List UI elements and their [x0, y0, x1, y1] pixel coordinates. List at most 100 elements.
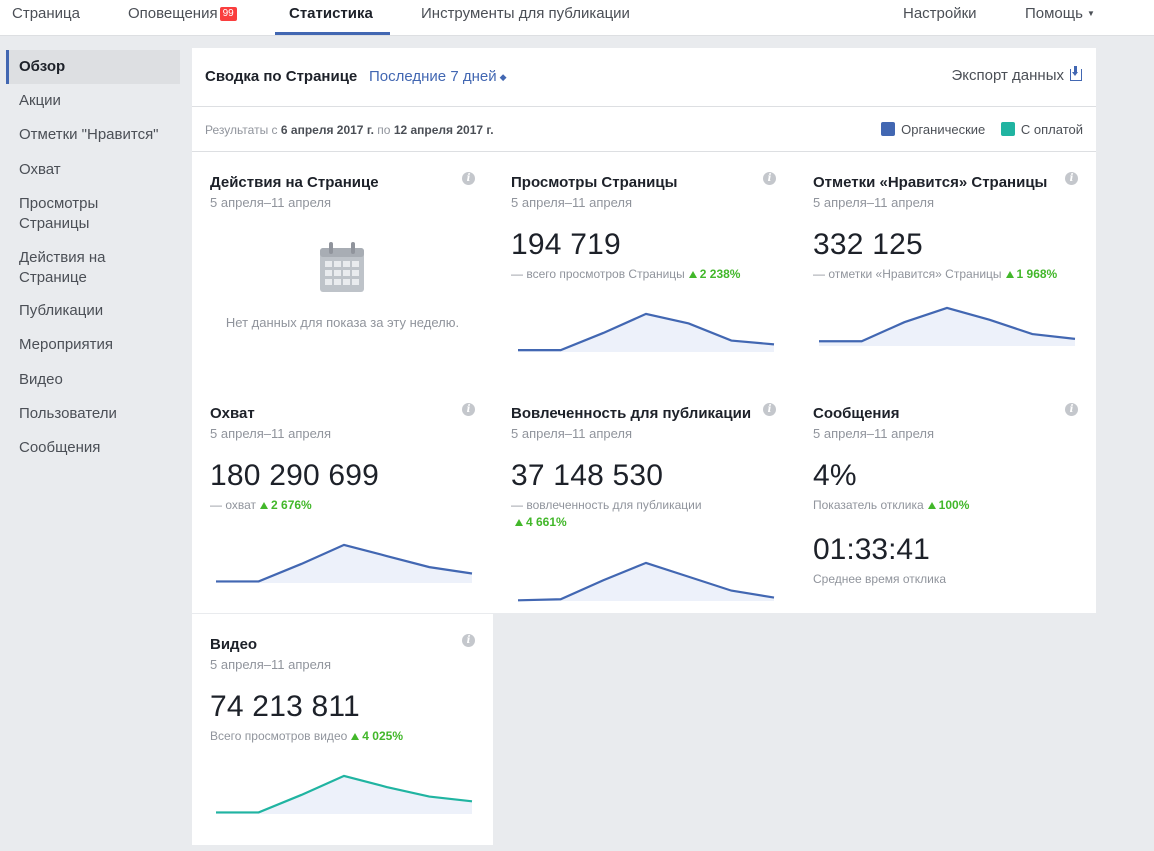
sidebar-item-promotions[interactable]: Акции: [19, 92, 61, 109]
sparkline-line: [518, 312, 775, 352]
tab-notifications-label: Оповещения: [128, 5, 218, 22]
sparkline-chart: [518, 312, 775, 352]
card-reach[interactable]: Охват 5 апреля–11 апреля i 180 290 699 —…: [192, 383, 493, 613]
sparkline-line: [216, 774, 473, 814]
response-time-value: 01:33:41: [813, 533, 930, 566]
card-date: 5 апреля–11 апреля: [813, 195, 935, 210]
notifications-badge: 99: [219, 7, 237, 21]
metric-value: 74 213 811: [210, 690, 360, 723]
card-title: Видео: [210, 636, 258, 653]
legend-paid: С оплатой: [1000, 122, 1083, 137]
card-post-engagement[interactable]: Вовлеченность для публикации 5 апреля–11…: [494, 383, 794, 613]
sparkline-chart: [819, 306, 1076, 346]
info-icon[interactable]: i: [763, 172, 776, 185]
tab-insights[interactable]: Статистика: [289, 0, 373, 36]
metric-value: 194 719: [511, 228, 621, 261]
card-page-actions[interactable]: Действия на Странице 5 апреля–11 апреля …: [192, 152, 493, 382]
sidebar-item-videos[interactable]: Видео: [19, 371, 63, 388]
info-icon[interactable]: i: [1065, 172, 1078, 185]
info-icon[interactable]: i: [763, 403, 776, 416]
sidebar-item-posts[interactable]: Публикации: [19, 302, 104, 319]
card-title: Отметки «Нравится» Страницы: [813, 174, 1048, 191]
sidebar-item-likes[interactable]: Отметки "Нравится": [19, 126, 159, 143]
organic-swatch: [881, 122, 896, 136]
response-rate-label: Показатель отклика 100%: [813, 498, 970, 512]
card-video[interactable]: Видео 5 апреля–11 апреля i 74 213 811 Вс…: [192, 614, 493, 845]
card-date: 5 апреля–11 апреля: [210, 426, 332, 441]
sparkline-chart: [517, 561, 775, 602]
sidebar-item-overview[interactable]: Обзор: [6, 50, 180, 84]
empty-message: Нет данных для показа за эту неделю.: [225, 315, 460, 330]
up-arrow-icon: [351, 733, 360, 740]
card-title: Вовлеченность для публикации: [511, 405, 752, 422]
paid-swatch: [1000, 122, 1015, 136]
up-arrow-icon: [688, 271, 697, 278]
sparkline-line: [819, 306, 1076, 343]
metric-value: 180 290 699: [210, 459, 380, 492]
sort-arrows-icon: ◆: [499, 72, 507, 82]
sidebar-item-events[interactable]: Мероприятия: [19, 336, 114, 353]
caret-down-icon: ▼: [1086, 9, 1095, 18]
tab-publishing-tools[interactable]: Инструменты для публикации: [421, 0, 630, 36]
card-title: Сообщения: [813, 405, 900, 422]
legend: Органические С оплатой: [869, 122, 1083, 137]
sidebar-item-messages[interactable]: Сообщения: [19, 439, 101, 456]
sparkline-line: [517, 561, 775, 602]
up-arrow-icon: [1005, 271, 1014, 278]
sidebar-item-reach[interactable]: Охват: [19, 161, 61, 178]
sparkline-chart: [216, 774, 473, 814]
sparkline-area: [518, 562, 774, 601]
card-date: 5 апреля–11 апреля: [210, 195, 332, 210]
card-title: Действия на Странице: [210, 174, 379, 191]
panel-title: Сводка по Странице: [205, 68, 358, 85]
metric-delta: 2 676%: [271, 498, 312, 512]
top-navigation: Страница Оповещения 99 Статистика Инструм…: [0, 0, 1154, 36]
help-label: Помощь: [1025, 5, 1083, 22]
metric-delta: 2 238%: [699, 267, 741, 281]
response-time-label: Среднее время отклика: [813, 572, 947, 586]
metric-label: — охват 2 676%: [210, 498, 312, 512]
response-rate-value: 4%: [813, 459, 857, 492]
export-label: Экспорт данных: [951, 67, 1064, 84]
sparkline-area: [216, 544, 472, 583]
metric-delta-row: 4 661%: [511, 515, 567, 529]
card-date: 5 апреля–11 апреля: [813, 426, 935, 441]
metric-value: 332 125: [813, 228, 923, 261]
metric-delta: 4 661%: [526, 515, 567, 529]
card-page-views[interactable]: Просмотры Страницы 5 апреля–11 апреля i …: [494, 152, 794, 382]
sparkline-chart: [216, 543, 473, 583]
sparkline-line: [216, 543, 473, 583]
export-data-button[interactable]: Экспорт данных: [951, 66, 1082, 84]
info-icon[interactable]: i: [462, 172, 475, 185]
sidebar-item-page-views[interactable]: Просмотры Страницы: [19, 195, 99, 232]
period-label: Последние 7 дней: [369, 68, 497, 85]
download-icon: [1070, 66, 1082, 81]
metric-label: Всего просмотров видео 4 025%: [210, 729, 403, 743]
card-page-likes[interactable]: Отметки «Нравится» Страницы 5 апреля–11 …: [795, 152, 1096, 382]
card-date: 5 апреля–11 апреля: [511, 195, 633, 210]
tab-page[interactable]: Страница: [12, 0, 80, 36]
up-arrow-icon: [927, 502, 936, 509]
tab-notifications[interactable]: Оповещения 99: [128, 0, 237, 36]
metric-delta: 1 968%: [1016, 267, 1058, 281]
metric-label: — отметки «Нравится» Страницы 1 968%: [813, 267, 1058, 281]
panel-header: Сводка по Странице Последние 7 дней ◆ Экс…: [192, 48, 1096, 107]
settings-link[interactable]: Настройки: [903, 0, 977, 36]
sparkline-area: [819, 307, 1075, 346]
period-selector[interactable]: Последние 7 дней ◆: [369, 68, 507, 85]
settings-label: Настройки: [903, 5, 977, 22]
info-icon[interactable]: i: [462, 634, 475, 647]
up-arrow-icon: [515, 519, 523, 526]
metric-delta: 100%: [938, 498, 970, 512]
active-tab-indicator: [275, 32, 390, 35]
card-messages[interactable]: Сообщения 5 апреля–11 апреля i 4% Показа…: [795, 383, 1096, 613]
sidebar-item-people[interactable]: Пользователи: [19, 405, 117, 422]
card-title: Охват: [210, 405, 255, 422]
sidebar-item-page-actions[interactable]: Действия на Странице: [19, 249, 106, 286]
tab-insights-label: Статистика: [289, 5, 373, 22]
info-icon[interactable]: i: [1065, 403, 1078, 416]
help-menu[interactable]: Помощь ▼: [1025, 0, 1095, 36]
info-icon[interactable]: i: [462, 403, 475, 416]
metric-label: — всего просмотров Страницы 2 238%: [511, 267, 741, 281]
card-date: 5 апреля–11 апреля: [210, 657, 332, 672]
